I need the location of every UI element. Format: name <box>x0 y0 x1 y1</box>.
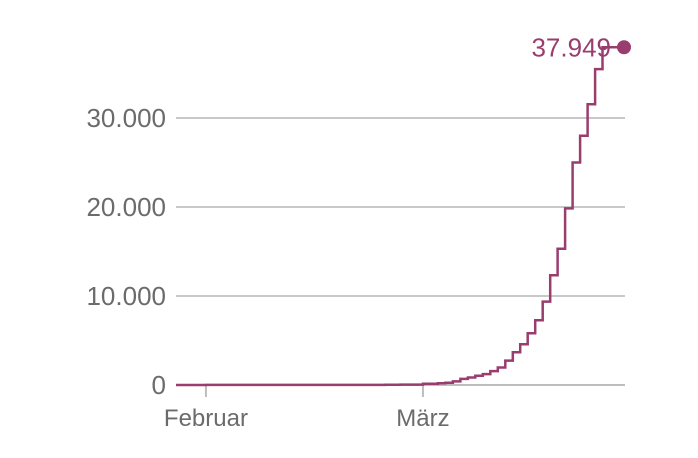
cases-step-line <box>176 46 624 387</box>
x-tick-label: Februar <box>164 405 248 432</box>
y-tick-label: 30.000 <box>86 103 166 133</box>
end-value-label: 37.949 <box>531 32 611 62</box>
y-tick-label: 20.000 <box>86 192 166 222</box>
end-point-marker <box>617 40 631 55</box>
x-tick-label: März <box>396 405 449 432</box>
x-axis-ticks: Februar März <box>164 385 450 432</box>
y-tick-label: 10.000 <box>86 281 166 311</box>
y-axis-ticks: 0 10.000 20.000 30.000 <box>86 103 166 400</box>
y-tick-label: 0 <box>152 370 166 400</box>
